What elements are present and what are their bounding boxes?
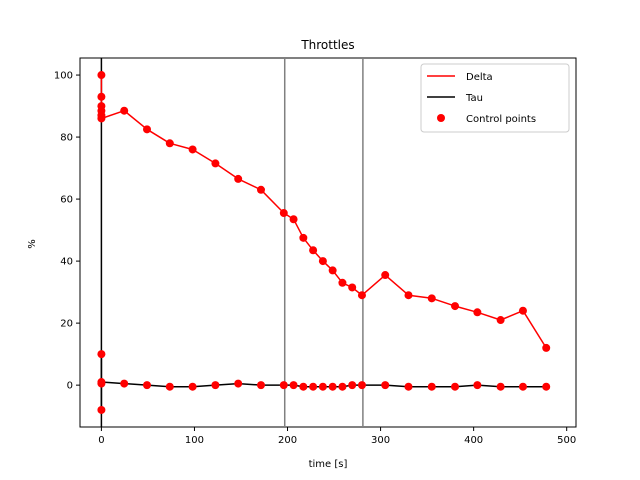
control-point [357, 381, 366, 390]
legend: Delta Tau Control points [420, 63, 570, 133]
control-point [97, 114, 106, 123]
chart-title: Throttles [300, 38, 354, 52]
x-tick-label: 400 [464, 435, 483, 446]
control-point [234, 379, 243, 388]
control-point [451, 382, 460, 391]
x-tick-label: 0 [98, 435, 104, 446]
control-point [338, 278, 347, 287]
control-point [381, 271, 390, 280]
control-point [234, 174, 243, 183]
control-point [348, 381, 357, 390]
y-tick-label: 20 [60, 319, 73, 330]
control-point [309, 382, 318, 391]
axes-frame [79, 57, 577, 428]
control-point [97, 71, 106, 80]
control-point [318, 257, 327, 266]
control-point [473, 308, 482, 317]
control-point [451, 302, 460, 311]
control-point [97, 378, 106, 387]
control-point [289, 381, 298, 390]
control-point [309, 246, 318, 255]
control-point [518, 306, 527, 315]
x-tick-label: 100 [185, 435, 204, 446]
control-point [289, 215, 298, 224]
control-point [542, 382, 551, 391]
control-point [256, 185, 265, 194]
control-point [427, 382, 436, 391]
control-point [120, 379, 129, 388]
y-tick-label: 60 [60, 195, 73, 206]
y-tick-label: 0 [67, 381, 73, 392]
control-point [165, 382, 174, 391]
control-point [427, 294, 436, 303]
control-point [381, 381, 390, 390]
control-point [473, 381, 482, 390]
control-point [328, 382, 337, 391]
y-tick-label: 40 [60, 257, 73, 268]
control-point [299, 233, 308, 242]
control-point [318, 382, 327, 391]
control-point [542, 343, 551, 352]
control-point [404, 382, 413, 391]
x-tick-label: 500 [557, 435, 576, 446]
control-point [97, 92, 106, 101]
control-point [279, 209, 288, 218]
control-point [338, 382, 347, 391]
control-point [120, 106, 129, 115]
control-point [211, 159, 220, 168]
control-point [328, 266, 337, 275]
control-point [165, 139, 174, 148]
control-point [299, 382, 308, 391]
control-point [97, 350, 106, 359]
control-point [188, 145, 197, 154]
x-tick-label: 200 [278, 435, 297, 446]
control-point [211, 381, 220, 390]
control-point [357, 291, 366, 300]
control-point [143, 125, 152, 134]
control-point [496, 316, 505, 325]
legend-box [420, 63, 570, 133]
control-point [188, 382, 197, 391]
x-tick-label: 300 [371, 435, 390, 446]
y-tick-label: 80 [60, 133, 73, 144]
legend-label: Control points [466, 114, 536, 125]
control-point [518, 382, 527, 391]
control-point [256, 381, 265, 390]
control-point [143, 381, 152, 390]
y-axis-label: % [27, 239, 38, 249]
control-point [496, 382, 505, 391]
y-tick-label: 100 [54, 71, 73, 82]
control-point [279, 381, 288, 390]
plot-area: 0 100 200 300 400 500 0 20 40 60 80 100 [54, 57, 577, 446]
control-point [404, 291, 413, 300]
legend-label: Delta [466, 72, 493, 83]
control-point [97, 405, 106, 414]
x-axis-label: time [s] [309, 459, 348, 470]
legend-label: Tau [465, 93, 483, 104]
control-point [348, 283, 357, 292]
legend-swatch-control-points [437, 114, 445, 122]
